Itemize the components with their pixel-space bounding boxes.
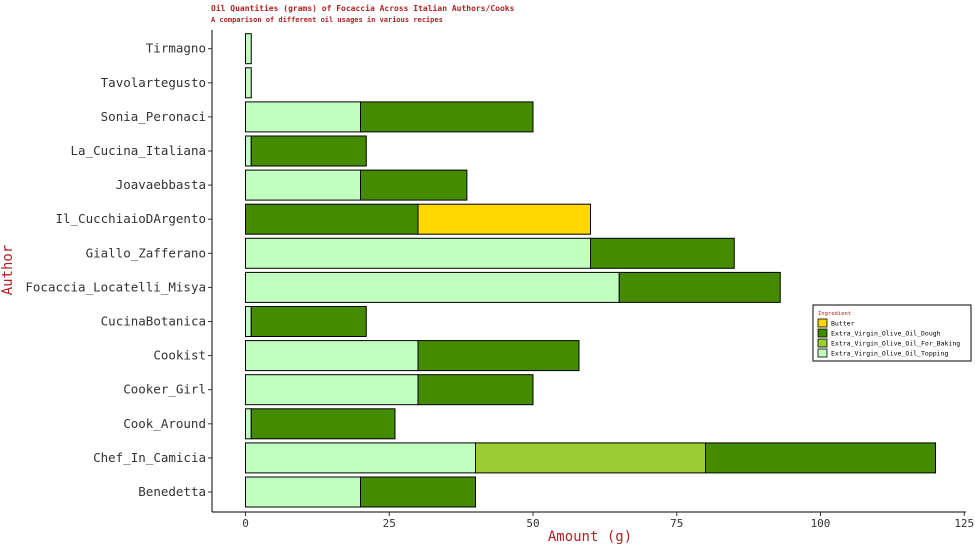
y-tick-label-chef-in-camicia: Chef_In_Camicia [93, 450, 206, 465]
legend-label-extra-virgin-olive-oil-dough: Extra_Virgin_Olive_Oil_Dough [831, 330, 941, 338]
legend-label-butter: Butter [831, 320, 855, 328]
y-tick-label-sonia-peronaci: Sonia_Peronaci [101, 109, 206, 124]
y-tick-layer: Benedetta Chef_In_Camicia Cook_Around Cooke… [25, 41, 212, 499]
legend-label-extra-virgin-olive-oil-topping: Extra_Virgin_Olive_Oil_Topping [831, 350, 948, 358]
x-tick-label-100: 100 [811, 517, 831, 530]
y-tick-label-cooker-girl: Cooker_Girl [123, 382, 206, 397]
x-tick-layer: 0 25 50 75 100 125 [242, 512, 974, 530]
bar-chef-in-camicia-extra-virgin-olive-oil-topping [245, 442, 476, 474]
x-axis-title: Amount (g) [548, 529, 632, 545]
legend-swatch-extra-virgin-olive-oil-for-baking [817, 338, 828, 348]
bar-tirmagno-extra-virgin-olive-oil-topping [245, 33, 252, 65]
bar-il-cucchiaiodargento-butter [417, 203, 591, 235]
bar-giallo-zafferano-extra-virgin-olive-oil-dough [590, 237, 735, 269]
legend-box [812, 304, 972, 362]
legend-items: Butter Extra_Virgin_Olive_Oil_Dough Extra_… [817, 318, 960, 358]
y-tick-label-la-cucina-italiana: La_Cucina_Italiana [71, 143, 206, 158]
bar-focaccia-locatelli-misya-extra-virgin-olive-oil-topping [245, 271, 620, 303]
bar-joavaebbasta-extra-virgin-olive-oil-dough [360, 169, 468, 201]
x-tick-label-75: 75 [670, 517, 683, 530]
bar-cook-around-extra-virgin-olive-oil-topping [245, 408, 252, 440]
legend-label-extra-virgin-olive-oil-for-baking: Extra_Virgin_Olive_Oil_For_Baking [831, 340, 960, 348]
bar-giallo-zafferano-extra-virgin-olive-oil-topping [245, 237, 591, 269]
bars-layer [245, 33, 936, 508]
y-tick-label-focaccia-locatelli-misya: Focaccia_Locatelli_Misya [25, 279, 206, 294]
bar-sonia-peronaci-extra-virgin-olive-oil-dough [360, 101, 534, 133]
chart-title: Oil Quantities (grams) of Focaccia Acros… [211, 4, 515, 13]
legend-title: Ingredient [818, 311, 851, 317]
bar-cooker-girl-extra-virgin-olive-oil-dough [417, 374, 534, 406]
y-tick-label-il-cucchiaiodargento: Il_CucchiaioDArgento [55, 211, 206, 226]
bar-chef-in-camicia-extra-virgin-olive-oil-dough [705, 442, 936, 474]
bar-benedetta-extra-virgin-olive-oil-topping [245, 476, 361, 508]
x-tick-label-125: 125 [954, 517, 974, 530]
y-tick-label-cucinabotanica: CucinaBotanica [101, 314, 206, 329]
legend-swatch-butter [817, 318, 828, 328]
y-axis-title: Author [0, 245, 16, 296]
y-tick-label-tavolartegusto: Tavolartegusto [101, 75, 206, 90]
y-tick-label-tirmagno: Tirmagno [146, 41, 206, 56]
bar-cucinabotanica-extra-virgin-olive-oil-topping [245, 306, 252, 337]
bar-il-cucchiaiodargento-extra-virgin-olive-oil-dough [245, 203, 419, 235]
legend: Ingredient Butter Extra_Virgin_Olive_Oil_… [812, 304, 972, 362]
x-tick-label-50: 50 [526, 517, 539, 530]
bar-cucinabotanica-extra-virgin-olive-oil-dough [250, 306, 367, 337]
y-tick-label-cook-around: Cook_Around [123, 416, 206, 431]
bar-tavolartegusto-extra-virgin-olive-oil-topping [245, 67, 252, 99]
axes-layer [211, 30, 966, 513]
bar-la-cucina-italiana-extra-virgin-olive-oil-topping [245, 135, 252, 167]
y-tick-label-cookist: Cookist [153, 348, 206, 363]
bar-cooker-girl-extra-virgin-olive-oil-topping [245, 374, 419, 406]
bar-cookist-extra-virgin-olive-oil-dough [417, 340, 580, 372]
legend-swatch-extra-virgin-olive-oil-topping [817, 348, 828, 358]
bar-cookist-extra-virgin-olive-oil-topping [245, 340, 419, 372]
x-tick-label-25: 25 [383, 517, 396, 530]
bar-cook-around-extra-virgin-olive-oil-dough [250, 408, 396, 440]
y-tick-label-joavaebbasta: Joavaebbasta [116, 177, 206, 192]
y-tick-label-benedetta: Benedetta [138, 484, 206, 499]
chart-subtitle: A comparison of different oil usages in … [211, 16, 443, 24]
bar-sonia-peronaci-extra-virgin-olive-oil-topping [245, 101, 361, 133]
y-tick-label-giallo-zafferano: Giallo_Zafferano [86, 245, 206, 260]
legend-swatch-extra-virgin-olive-oil-dough [817, 328, 828, 338]
bar-la-cucina-italiana-extra-virgin-olive-oil-dough [250, 135, 367, 167]
bar-joavaebbasta-extra-virgin-olive-oil-topping [245, 169, 361, 201]
bar-chef-in-camicia-extra-virgin-olive-oil-for-baking [475, 442, 706, 474]
x-tick-label-0: 0 [242, 517, 249, 530]
bar-benedetta-extra-virgin-olive-oil-dough [360, 476, 476, 508]
bar-focaccia-locatelli-misya-extra-virgin-olive-oil-dough [618, 271, 781, 303]
